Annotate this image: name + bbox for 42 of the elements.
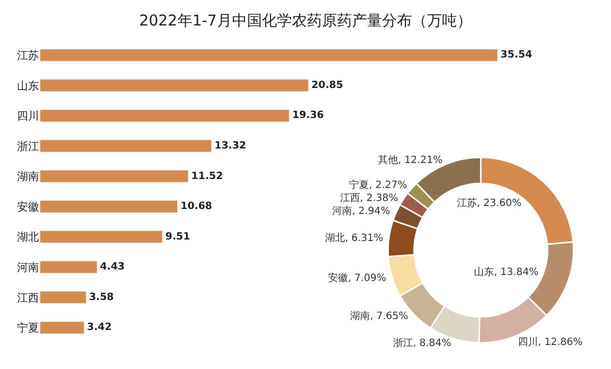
data-label: 13.32 [214,140,246,152]
slice-label: 湖北, 6.31% [325,232,384,244]
data-label: 19.36 [292,110,324,122]
slice-label: 其他, 12.21% [378,154,442,166]
y-tick-label: 四川 [17,110,39,123]
slice-label: 江西, 2.38% [340,192,398,204]
y-tick-label: 河南 [17,260,39,274]
data-label: 35.54 [500,50,532,61]
bar [40,48,498,62]
y-tick-label: 宁夏 [17,322,39,335]
data-label: 3.42 [87,322,112,334]
bar [40,230,163,244]
slice-label: 安徽, 7.09% [328,272,386,284]
slice-label: 浙江, 8.84% [393,337,452,349]
data-label: 3.58 [89,292,114,303]
data-label: 11.52 [191,170,223,182]
slice-label: 宁夏, 2.27% [349,179,408,191]
y-tick-label: 湖南 [17,170,39,184]
slice-label: 河南, 2.94% [332,205,390,217]
bar [40,321,84,334]
slice-label: 山东, 13.84% [474,266,538,278]
y-tick-label: 江苏 [17,48,39,62]
slice-label: 江苏, 23.60% [457,197,522,209]
y-tick-label: 浙江 [17,140,39,153]
data-label: 10.68 [180,201,212,212]
data-label: 4.43 [100,262,125,273]
slice-label: 四川, 12.86% [518,336,582,348]
bar [40,109,290,122]
chart-title: 2022年1-7月中国化学农药原药产量分布（万吨） [139,11,472,30]
bar [40,140,212,152]
data-label: 20.85 [311,80,344,91]
y-tick-label: 湖北 [17,230,39,244]
bar [40,260,98,274]
bar [40,79,309,92]
y-tick-label: 江西 [17,291,39,304]
bar [40,170,189,183]
y-tick-label: 山东 [17,79,39,92]
data-label: 9.51 [165,231,190,242]
y-tick-label: 安徽 [17,200,39,214]
bar [40,200,178,213]
slice-label: 湖南, 7.65% [350,310,408,322]
bar [40,291,86,304]
